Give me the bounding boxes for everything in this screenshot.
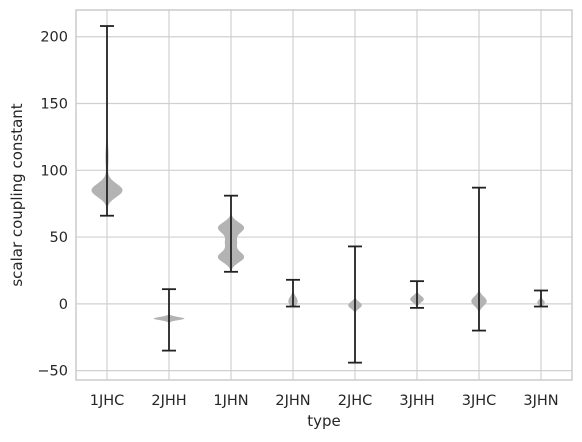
x-tick-label: 2JHN: [275, 393, 310, 409]
x-tick-label: 3JHH: [399, 393, 434, 409]
x-axis-label: type: [307, 412, 341, 430]
x-tick-label: 2JHH: [151, 393, 186, 409]
x-tick-labels: 1JHC 2JHH 1JHN 2JHN 2JHC 3JHH 3JHC 3JHN: [90, 393, 559, 409]
x-tick-label: 1JHN: [213, 393, 248, 409]
whisker-layer: [100, 25, 548, 364]
x-tick-label: 2JHC: [338, 393, 373, 409]
y-axis-label: scalar coupling constant: [8, 103, 26, 286]
y-tick-label: 150: [40, 97, 68, 113]
x-tick-label: 3JHC: [462, 393, 497, 409]
y-tick-label: 200: [40, 30, 68, 46]
y-tick-label: −50: [37, 364, 68, 380]
violin-layer: [91, 26, 545, 363]
y-tick-label: 50: [50, 230, 68, 246]
y-tick-label: 0: [59, 297, 68, 313]
plot-frame: [75, 9, 573, 381]
grid-layer: [76, 10, 572, 380]
y-tick-label: 100: [40, 163, 68, 179]
x-tick-label: 3JHN: [523, 393, 558, 409]
x-tick-label: 1JHC: [90, 393, 125, 409]
y-tick-labels: −50 0 50 100 150 200: [37, 30, 68, 380]
